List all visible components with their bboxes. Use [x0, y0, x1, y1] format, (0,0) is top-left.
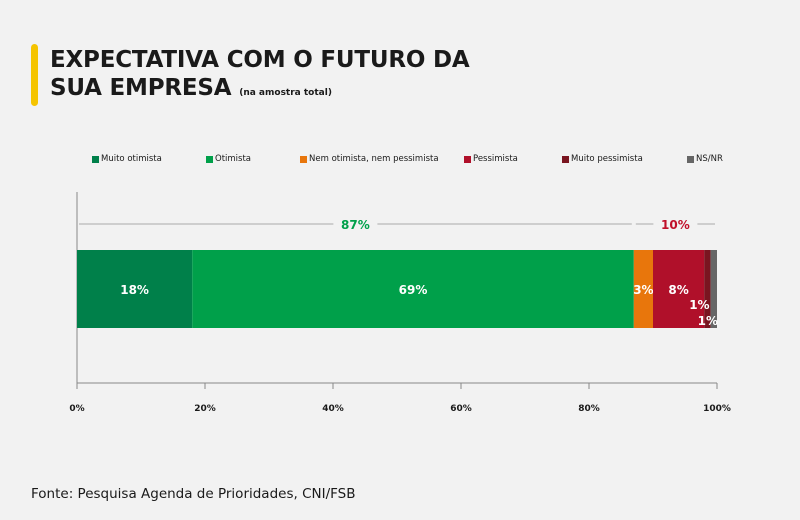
legend-swatch — [206, 155, 213, 163]
legend-item: Pessimista — [464, 154, 518, 164]
bar-segment — [653, 250, 705, 328]
legend-label: Muito otimista — [101, 154, 162, 164]
x-tick-label: 80% — [578, 404, 600, 414]
bar-segment — [710, 250, 717, 328]
legend-item: Muito pessimista — [562, 154, 643, 164]
legend-swatch — [464, 155, 471, 163]
legend-swatch — [300, 155, 307, 163]
legend-swatch — [562, 155, 569, 163]
legend-label: Nem otimista, nem pessimista — [309, 154, 439, 164]
data-label: 8% — [668, 283, 688, 297]
data-label: 1% — [698, 314, 718, 328]
chart-title: EXPECTATIVA COM O FUTURO DA SUA EMPRESA … — [50, 46, 470, 107]
x-tick-label: 20% — [194, 404, 216, 414]
annotation-label: 87% — [341, 218, 370, 232]
x-tick-label: 60% — [450, 404, 472, 414]
annotation-label: 10% — [661, 218, 690, 232]
legend-item: Muito otimista — [92, 154, 162, 164]
x-tick-label: 100% — [703, 404, 731, 414]
bar-segment — [77, 250, 193, 328]
data-label: 1% — [689, 298, 709, 312]
source-note: Fonte: Pesquisa Agenda de Prioridades, C… — [31, 486, 356, 502]
bar-segment — [192, 250, 634, 328]
title-line-2-text: SUA EMPRESA — [50, 75, 232, 101]
legend-item: Otimista — [206, 154, 251, 164]
legend-swatch — [92, 155, 99, 163]
legend-label: Muito pessimista — [571, 154, 643, 164]
title-line-1: EXPECTATIVA COM O FUTURO DA — [50, 47, 470, 73]
bar-segment — [633, 250, 653, 328]
data-label: 3% — [633, 283, 653, 297]
x-tick-label: 0% — [69, 404, 84, 414]
legend-item: NS/NR — [687, 154, 723, 164]
title-line-2: SUA EMPRESA (na amostra total) — [50, 74, 470, 107]
legend-item: Nem otimista, nem pessimista — [300, 154, 439, 164]
legend-label: Pessimista — [473, 154, 518, 164]
bar-segment — [704, 250, 711, 328]
data-label: 69% — [399, 283, 428, 297]
legend-label: NS/NR — [696, 154, 723, 164]
x-tick-label: 40% — [322, 404, 344, 414]
data-label: 18% — [120, 283, 149, 297]
legend-swatch — [687, 155, 694, 163]
legend: Muito otimista Otimista Nem otimista, nem … — [92, 154, 732, 168]
title-accent-bar — [31, 44, 38, 106]
legend-label: Otimista — [215, 154, 251, 164]
chart-subtitle: (na amostra total) — [239, 88, 332, 98]
